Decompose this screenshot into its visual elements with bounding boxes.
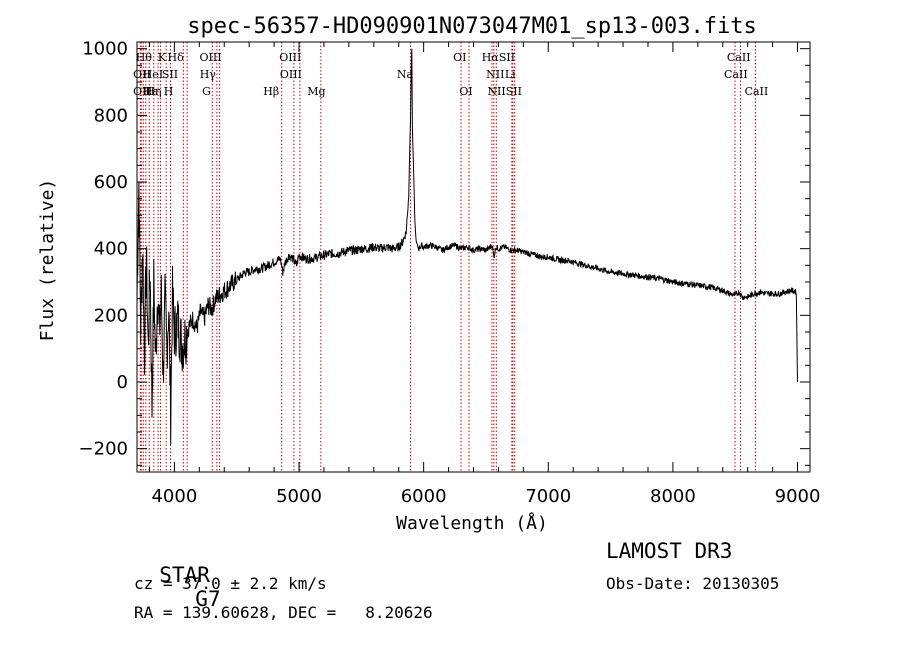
x-axis-label: Wavelength (Å)	[396, 512, 548, 534]
line-label-hδ: Hδ	[168, 51, 185, 64]
line-label-hη: Hη	[145, 85, 161, 98]
x-tick-label: 8000	[650, 486, 696, 507]
line-label-oiii: OIII	[200, 51, 222, 64]
y-tick-label: −200	[79, 439, 128, 460]
x-tick-label: 4000	[151, 486, 197, 507]
flux-trace	[136, 48, 798, 445]
y-tick-label: 0	[117, 372, 128, 393]
object-type: STAR	[159, 563, 210, 587]
plot-frame	[136, 41, 811, 473]
observation-date: Obs-Date: 20130305	[606, 574, 780, 593]
line-label-mg: Mg	[307, 85, 325, 98]
survey-name: LAMOST DR3	[606, 539, 733, 563]
line-label-nii: NII	[486, 68, 504, 81]
ra-dec-coordinates: RA = 139.60628, DEC = 8.20626	[134, 603, 433, 622]
x-tick-label: 9000	[775, 486, 821, 507]
line-label-h: H	[164, 85, 174, 98]
line-label-g: G	[202, 85, 211, 98]
line-label-oiii: OIII	[280, 68, 302, 81]
line-label-oi: OI	[459, 85, 472, 98]
line-label-oiii: OIII	[279, 51, 301, 64]
flux-series	[136, 48, 798, 445]
line-label-hθ: Hθ	[136, 51, 153, 64]
chart-title: spec-56357-HD090901N073047M01_sp13-003.f…	[187, 14, 757, 39]
line-label-caii: CaII	[745, 85, 769, 98]
spectral-line-markers	[139, 42, 756, 472]
y-tick-label: 600	[94, 172, 128, 193]
line-label-hγ: Hγ	[200, 68, 217, 81]
line-label-na: Na	[397, 68, 414, 81]
line-label-hε: Hε	[143, 85, 159, 98]
line-label-caii: CaII	[727, 51, 751, 64]
x-tick-label: 6000	[401, 486, 447, 507]
line-label-oii: OII	[133, 85, 151, 98]
x-tick-label: 5000	[276, 486, 322, 507]
x-tick-label: 7000	[525, 486, 571, 507]
axes: 4000 5000 6000 7000 8000 9000 −200 0 200 400 600 80…	[79, 39, 821, 507]
line-label-oi: OI	[453, 51, 466, 64]
redshift-value: cz = 37.0 ± 2.2 km/s	[134, 574, 327, 593]
line-label-li: Li	[505, 68, 516, 81]
y-tick-label: 800	[94, 105, 128, 126]
line-label-hαsii: HαSII	[482, 51, 515, 64]
object-subclass: G7	[195, 587, 221, 611]
line-label-hβ: Hβ	[263, 85, 279, 98]
line-label-niisii: NIISII	[487, 85, 522, 98]
y-tick-label: 400	[94, 239, 128, 260]
line-label-hei: HeI	[143, 68, 163, 81]
line-label-caii: CaII	[724, 68, 748, 81]
y-axis-label: Flux (relative)	[37, 179, 58, 342]
line-label-k: K	[158, 51, 167, 64]
line-label-oii: OII	[133, 68, 151, 81]
y-tick-label: 200	[94, 305, 128, 326]
y-tick-label: 1000	[82, 39, 128, 60]
line-label-sii: SII	[162, 68, 178, 81]
